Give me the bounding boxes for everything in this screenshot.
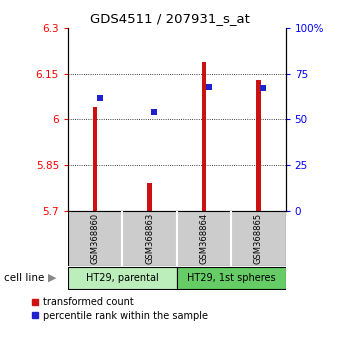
Bar bbox=[256, 80, 260, 211]
Legend: transformed count, percentile rank within the sample: transformed count, percentile rank withi… bbox=[32, 297, 208, 321]
Text: HT29, parental: HT29, parental bbox=[86, 273, 159, 283]
Text: cell line: cell line bbox=[4, 273, 45, 283]
Bar bbox=[148, 183, 152, 211]
Text: GDS4511 / 207931_s_at: GDS4511 / 207931_s_at bbox=[90, 12, 250, 25]
Bar bbox=[93, 107, 97, 211]
Text: GSM368863: GSM368863 bbox=[145, 212, 154, 264]
Text: HT29, 1st spheres: HT29, 1st spheres bbox=[187, 273, 275, 283]
Text: GSM368865: GSM368865 bbox=[254, 212, 263, 264]
Bar bbox=[177, 267, 286, 289]
Bar bbox=[68, 267, 177, 289]
Text: ▶: ▶ bbox=[49, 273, 57, 283]
Text: GSM368864: GSM368864 bbox=[200, 212, 208, 264]
Bar bbox=[202, 62, 206, 211]
Text: GSM368860: GSM368860 bbox=[91, 212, 100, 264]
